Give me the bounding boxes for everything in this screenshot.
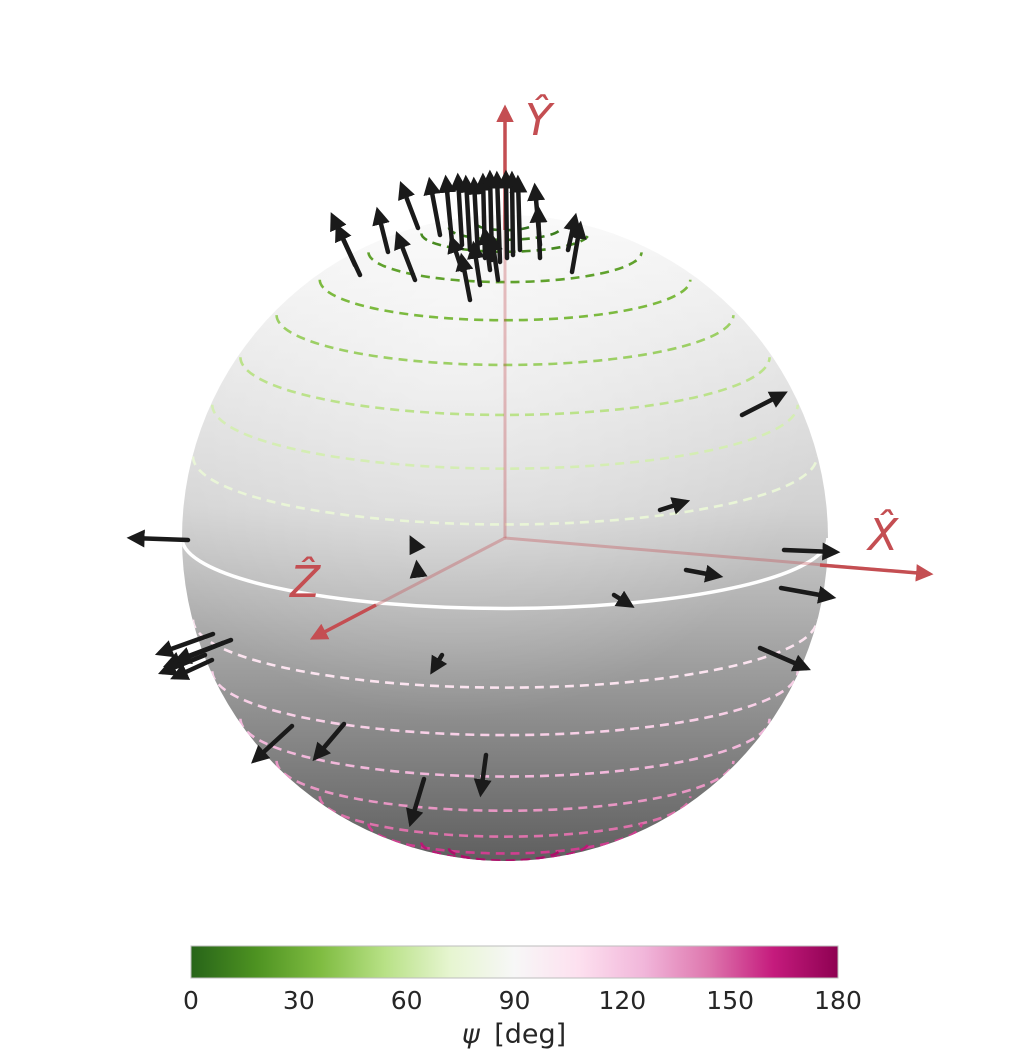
- contour-line: [367, 252, 643, 284]
- contour-line: [210, 671, 800, 737]
- colorbar-tick-label: 60: [391, 986, 423, 1015]
- contour-line: [210, 404, 800, 470]
- colorbar-label-unit: [deg]: [494, 1019, 566, 1050]
- contour-line: [447, 227, 563, 242]
- direction-arrow: [488, 170, 507, 265]
- contour-line: [275, 315, 735, 367]
- direction-arrow: [394, 230, 418, 283]
- direction-arrow: [423, 176, 443, 238]
- direction-arrow: [473, 752, 492, 798]
- colorbar-ticks: 0 30 60 90 120 150 180: [183, 986, 862, 1015]
- direction-arrow: [154, 631, 216, 658]
- direction-arrow: [467, 240, 485, 288]
- direction-arrow: [157, 652, 208, 676]
- contour-line: [182, 537, 828, 611]
- direction-arrow: [335, 223, 358, 268]
- contour-line: [239, 718, 771, 778]
- x-axis-arrow-tip: [819, 563, 934, 582]
- direction-arrow: [251, 723, 295, 764]
- z-axis-arrow-tip: [309, 603, 377, 640]
- direction-arrow: [781, 542, 841, 561]
- contour-line: [318, 796, 692, 838]
- direction-arrow: [503, 170, 522, 258]
- direction-arrow: [312, 721, 347, 762]
- direction-vectors: [126, 169, 841, 828]
- colorbar-tick-label: 120: [598, 986, 646, 1015]
- direction-arrow: [683, 564, 724, 583]
- psi-contours: [182, 223, 828, 861]
- contour-line: [367, 823, 643, 855]
- direction-arrow: [611, 590, 635, 608]
- contour-line: [447, 848, 563, 861]
- contour-line: [191, 619, 819, 689]
- colorbar: 0 30 60 90 120 150 180 ψ [deg]: [183, 945, 862, 1050]
- direction-arrow: [657, 497, 691, 515]
- direction-arrow: [778, 585, 837, 604]
- direction-arrow: [509, 174, 528, 253]
- colorbar-tick-label: 30: [283, 986, 315, 1015]
- direction-arrow: [757, 645, 811, 672]
- contour-line: [275, 760, 735, 813]
- z-axis-label: Ẑ: [289, 555, 321, 608]
- contour-line: [191, 456, 819, 526]
- colorbar-label-symbol: ψ: [462, 1019, 481, 1050]
- colorbar-label: ψ [deg]: [462, 1019, 566, 1050]
- direction-arrow: [484, 232, 503, 283]
- colorbar-tick-label: 0: [183, 986, 199, 1015]
- contour-line: [318, 279, 692, 322]
- direction-arrow: [172, 637, 234, 664]
- direction-arrow: [126, 529, 191, 548]
- direction-arrow: [455, 252, 474, 303]
- colorbar-tick-label: 180: [814, 986, 862, 1015]
- contour-line: [475, 223, 535, 232]
- colorbar-tick-label: 150: [706, 986, 754, 1015]
- direction-arrow: [409, 535, 426, 556]
- direction-arrow: [372, 206, 391, 255]
- direction-arrow: [430, 652, 448, 675]
- sphere-highlight: [182, 215, 828, 861]
- colorbar-gradient: [190, 945, 839, 979]
- axis-labels: Ŷ X̂ Ẑ: [289, 93, 899, 608]
- y-axis-label: Ŷ: [525, 93, 555, 146]
- direction-arrow: [739, 391, 788, 418]
- colorbar-tick-label: 90: [499, 986, 531, 1015]
- direction-arrow: [409, 559, 428, 579]
- direction-arrow: [438, 174, 457, 245]
- direction-arrow: [170, 657, 215, 680]
- direction-arrow: [398, 180, 421, 231]
- sphere: [182, 215, 828, 861]
- x-axis-label: X̂: [866, 508, 899, 561]
- direction-arrow: [406, 776, 427, 828]
- direction-arrow: [497, 169, 516, 261]
- direction-arrow: [568, 220, 587, 275]
- contour-line: [239, 357, 771, 417]
- direction-arrow: [529, 204, 548, 261]
